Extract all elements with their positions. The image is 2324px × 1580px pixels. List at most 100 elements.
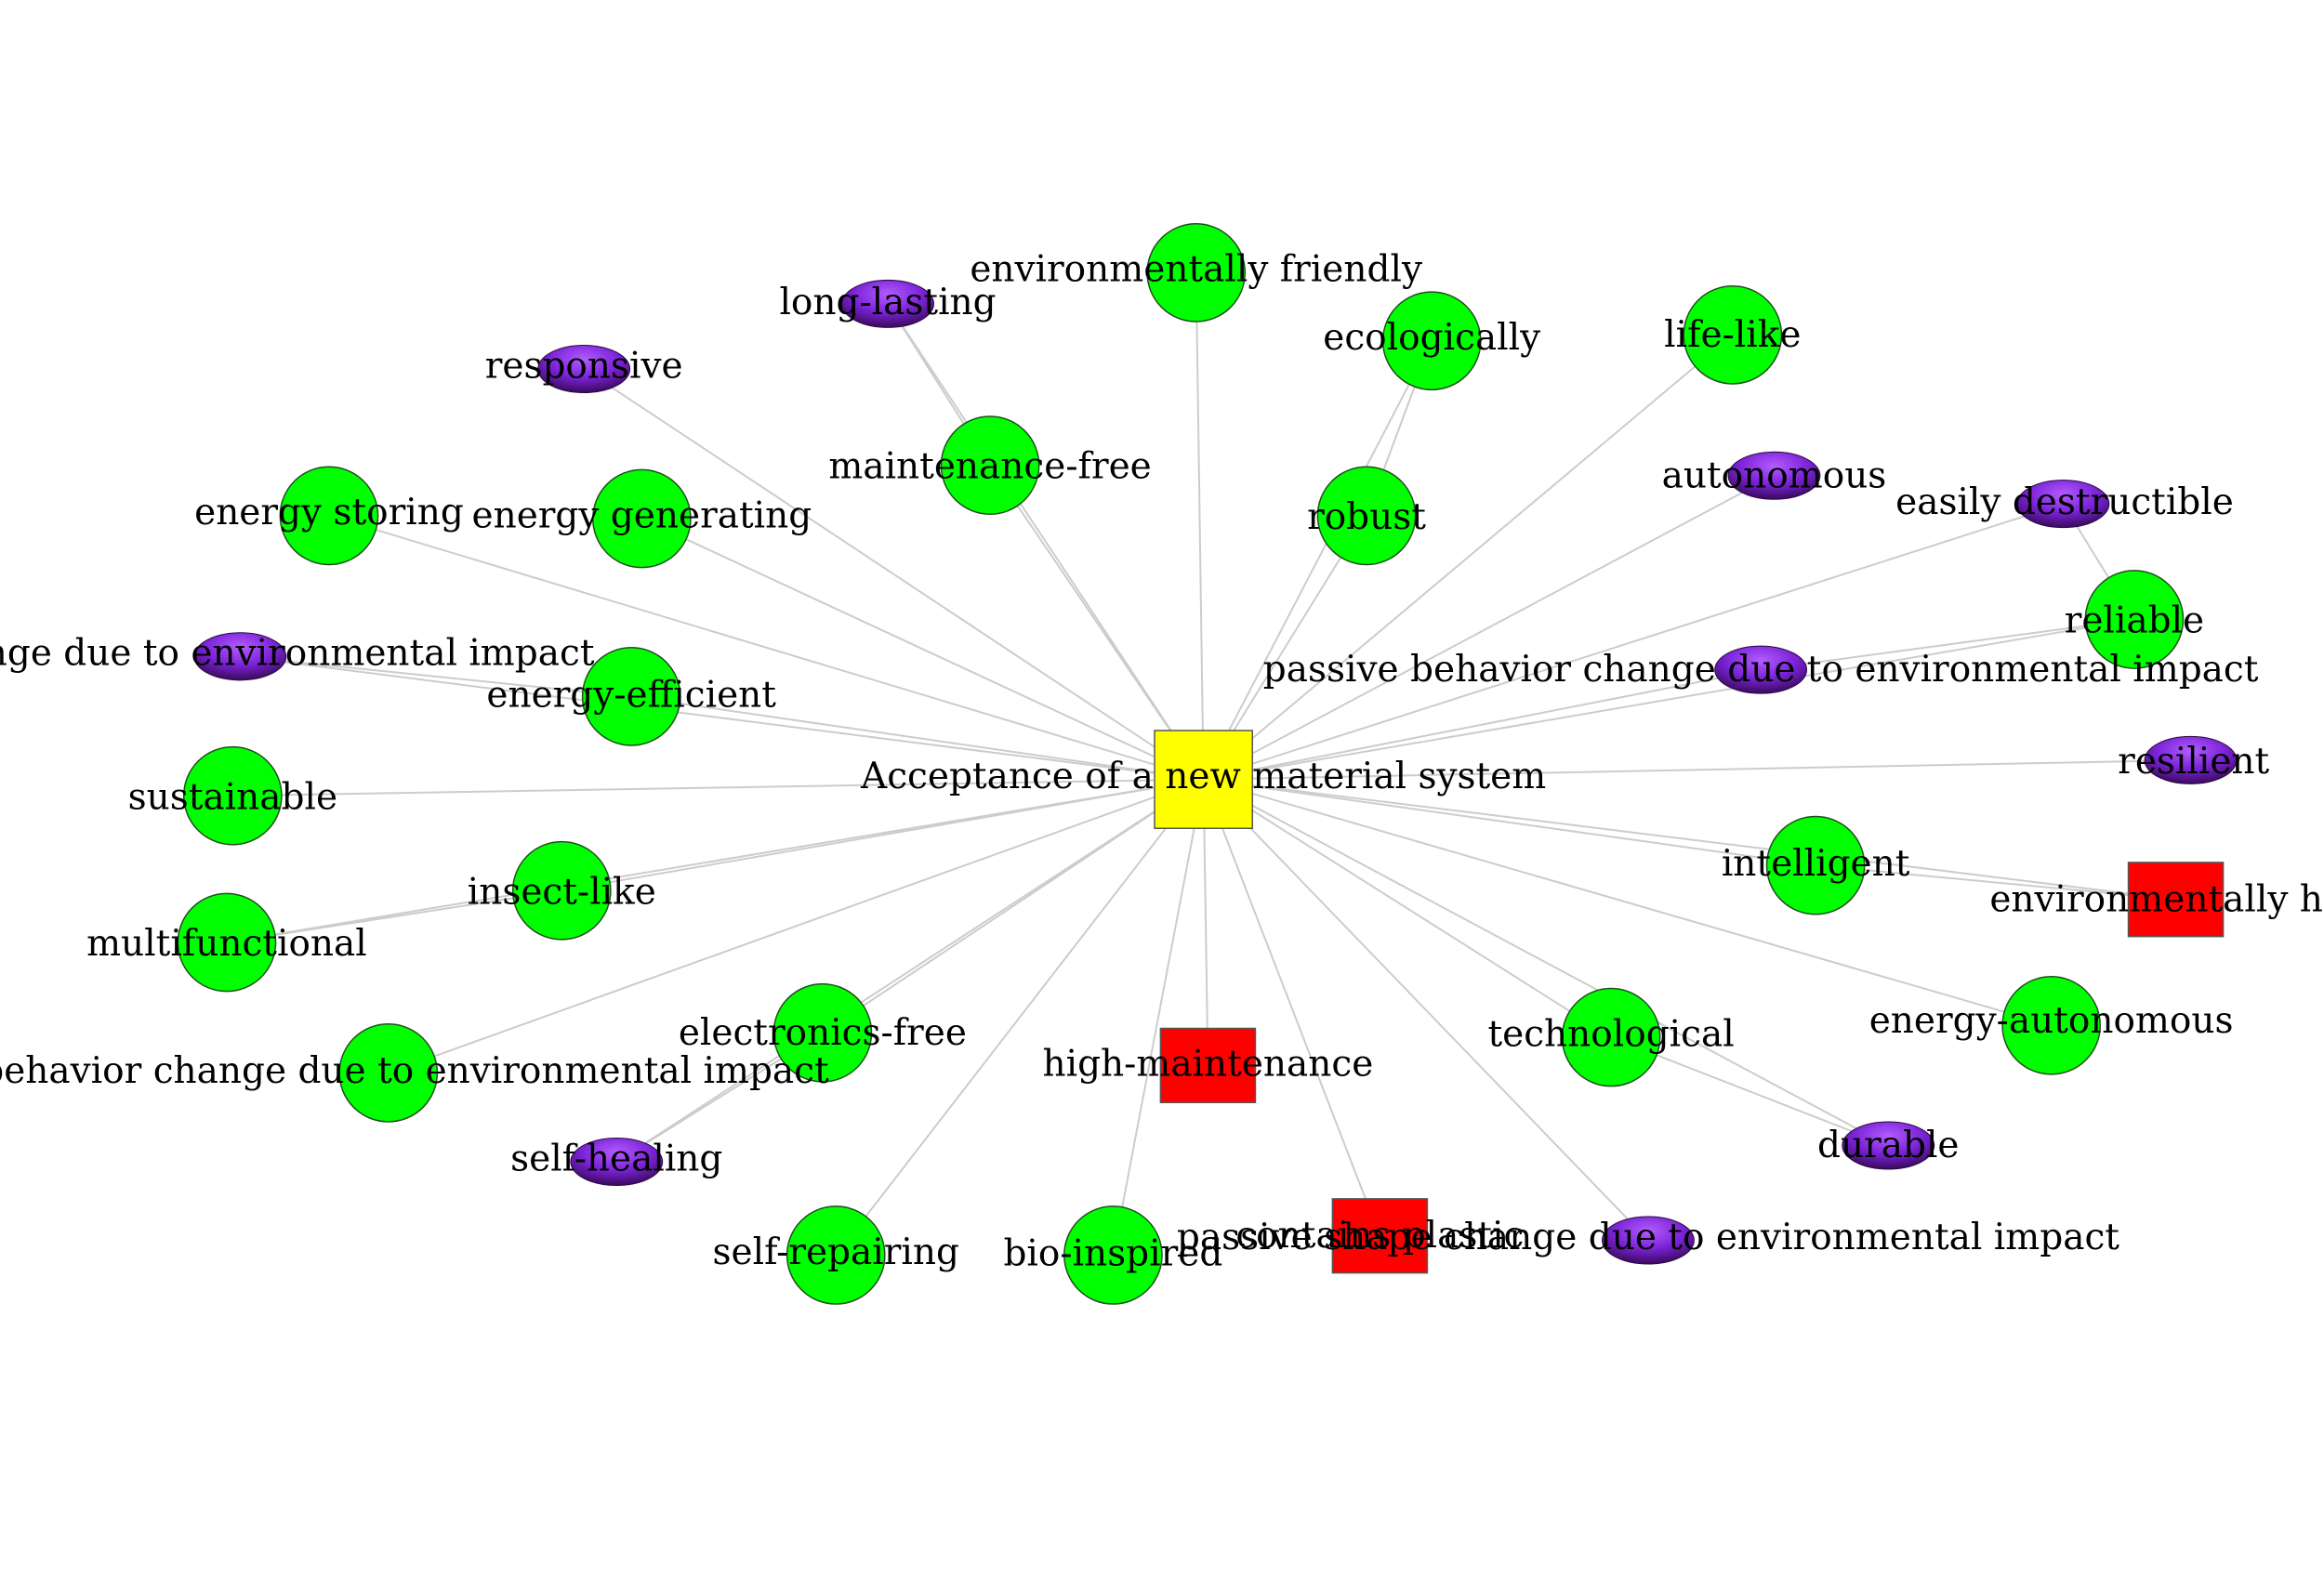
node-maintenance-free-shape (940, 415, 1040, 516)
edge-center-autonomous (1203, 474, 1775, 781)
node-durable-label: durable (1817, 1125, 1960, 1166)
node-energy-autonomous-shape (2001, 975, 2101, 1075)
node-easily-destructible-label: easily destructible (1895, 481, 2234, 523)
node-ecologically-shape (1381, 291, 1482, 391)
node-resilient-label: resilient (2118, 741, 2269, 783)
node-easily-destructible-shape (2016, 480, 2110, 529)
edge-center-change-due-left (240, 655, 1204, 781)
edge-center-ecologically (1202, 340, 1433, 781)
node-center-shape (1154, 730, 1254, 830)
edge-center-life-like (1202, 334, 1734, 781)
node-self-healing-shape (570, 1137, 664, 1187)
node-environmentally-friendly-shape (1146, 223, 1247, 323)
node-energy-autonomous-label: energy-autonomous (1869, 1000, 2234, 1042)
edge-passive-behavior-change-right-reliable (1760, 618, 2135, 671)
node-passive-shape-change-label: passive shape change due to environmenta… (1177, 1217, 2119, 1258)
node-robust-label: robust (1307, 496, 1426, 538)
edge-center-environmentally-harmful (1203, 778, 2176, 901)
edge-center-behavior-change-left (388, 778, 1204, 1074)
edge-center-responsive (583, 368, 1205, 781)
node-life-like-shape (1683, 284, 1783, 385)
node-energy-efficient-label: energy-efficient (486, 674, 776, 716)
node-responsive-label: responsive (485, 345, 683, 387)
edge-center-durable (1203, 778, 1889, 1147)
node-passive-shape-change-shape (1602, 1216, 1695, 1265)
edge-center-self-healing (615, 778, 1205, 1163)
node-bio-inspired-label: bio-inspired (1003, 1232, 1222, 1274)
node-self-healing-label: self-healing (510, 1138, 722, 1179)
node-autonomous-label: autonomous (1662, 454, 1887, 496)
edge-center-long-lasting (887, 303, 1205, 781)
node-electronics-free-label: electronics-free (679, 1012, 967, 1054)
node-electronics-free-shape (772, 982, 873, 1083)
node-reliable-label: reliable (2065, 600, 2204, 642)
node-sustainable-shape (182, 745, 283, 846)
node-technological-label: technological (1487, 1013, 1734, 1055)
edge-intelligent-environmentally-harmful (1816, 864, 2176, 901)
node-energy-storing-label: energy storing (194, 492, 464, 533)
edge-center-energy-generating (640, 518, 1205, 781)
node-intelligent-label: intelligent (1722, 843, 1910, 885)
edge-center-easily-destructible (1203, 503, 2064, 781)
node-technological-shape (1561, 987, 1661, 1087)
node-responsive-shape (537, 344, 631, 394)
node-environmentally-friendly-label: environmentally friendly (970, 249, 1422, 291)
node-sustainable-label: sustainable (128, 776, 337, 818)
edge-center-energy-storing (328, 514, 1204, 781)
edge-center-passive-behavior-change-right (1203, 668, 1762, 781)
node-energy-generating-label: energy generating (472, 494, 812, 536)
node-center-label: Acceptance of a new material system (860, 756, 1546, 797)
shapes-layer (177, 223, 2238, 1305)
node-change-due-left-shape (193, 632, 287, 681)
node-energy-storing-shape (279, 466, 379, 566)
node-durable-shape (1842, 1121, 1935, 1170)
node-behavior-change-left-shape (338, 1022, 439, 1123)
node-maintenance-free-label: maintenance-free (828, 446, 1151, 488)
node-behavior-change-left-label: e behavior change due to environmental i… (0, 1050, 829, 1092)
node-multifunctional-label: multifunctional (86, 923, 367, 965)
node-self-repairing-shape (786, 1205, 886, 1305)
edge-center-energy-efficient (631, 695, 1204, 781)
node-resilient-shape (2144, 735, 2238, 784)
edge-center-intelligent (1203, 778, 1816, 867)
node-passive-behavior-change-right-shape (1714, 645, 1808, 694)
node-insect-like-shape (511, 840, 612, 941)
edge-center-technological (1203, 778, 1612, 1038)
node-passive-behavior-change-right-label: passive behavior change due to environme… (1263, 649, 2259, 691)
edge-center-contains-plastic (1202, 779, 1381, 1237)
node-multifunctional-shape (177, 892, 277, 993)
node-change-due-left-label: e change due to environmental impact (0, 633, 595, 675)
node-autonomous-shape (1727, 451, 1821, 500)
edge-multifunctional-insect-like (226, 889, 562, 944)
edge-center-reliable (1203, 618, 2135, 781)
edge-center-self-repairing (835, 779, 1205, 1257)
node-bio-inspired-shape (1063, 1205, 1163, 1305)
node-high-maintenance-label: high-maintenance (1043, 1043, 1374, 1085)
node-environmentally-harmful-label: environmentally har (1989, 878, 2324, 920)
node-self-repairing-label: self-repairing (713, 1231, 959, 1273)
edge-center-resilient (1203, 758, 2191, 781)
edge-center-maintenance-free (989, 465, 1205, 781)
node-energy-efficient-shape (581, 646, 681, 746)
node-intelligent-shape (1765, 815, 1866, 915)
node-contains-plastic-label: contains plastic (1235, 1215, 1524, 1257)
node-energy-generating-shape (592, 468, 692, 569)
node-long-lasting-label: long-lasting (779, 282, 996, 323)
node-robust-shape (1316, 466, 1417, 566)
edge-center-multifunctional (226, 778, 1204, 944)
node-life-like-label: life-like (1664, 314, 1801, 356)
node-contains-plastic-shape (1331, 1198, 1429, 1274)
edge-center-environmentally-friendly (1195, 272, 1205, 780)
node-long-lasting-shape (841, 279, 934, 328)
node-high-maintenance-shape (1159, 1027, 1257, 1103)
node-reliable-shape (2084, 570, 2185, 669)
node-environmentally-harmful-shape (2127, 862, 2225, 938)
labels-layer: Acceptance of a new material system envir… (0, 249, 2324, 1275)
edge-center-passive-shape-change (1202, 778, 1649, 1242)
edge-center-energy-autonomous (1203, 778, 2052, 1027)
edge-center-bio-inspired (1112, 779, 1205, 1256)
node-insect-like-label: insect-like (468, 871, 656, 913)
node-ecologically-label: ecologically (1323, 317, 1540, 359)
edge-change-due-left-energy-efficient (240, 655, 632, 698)
